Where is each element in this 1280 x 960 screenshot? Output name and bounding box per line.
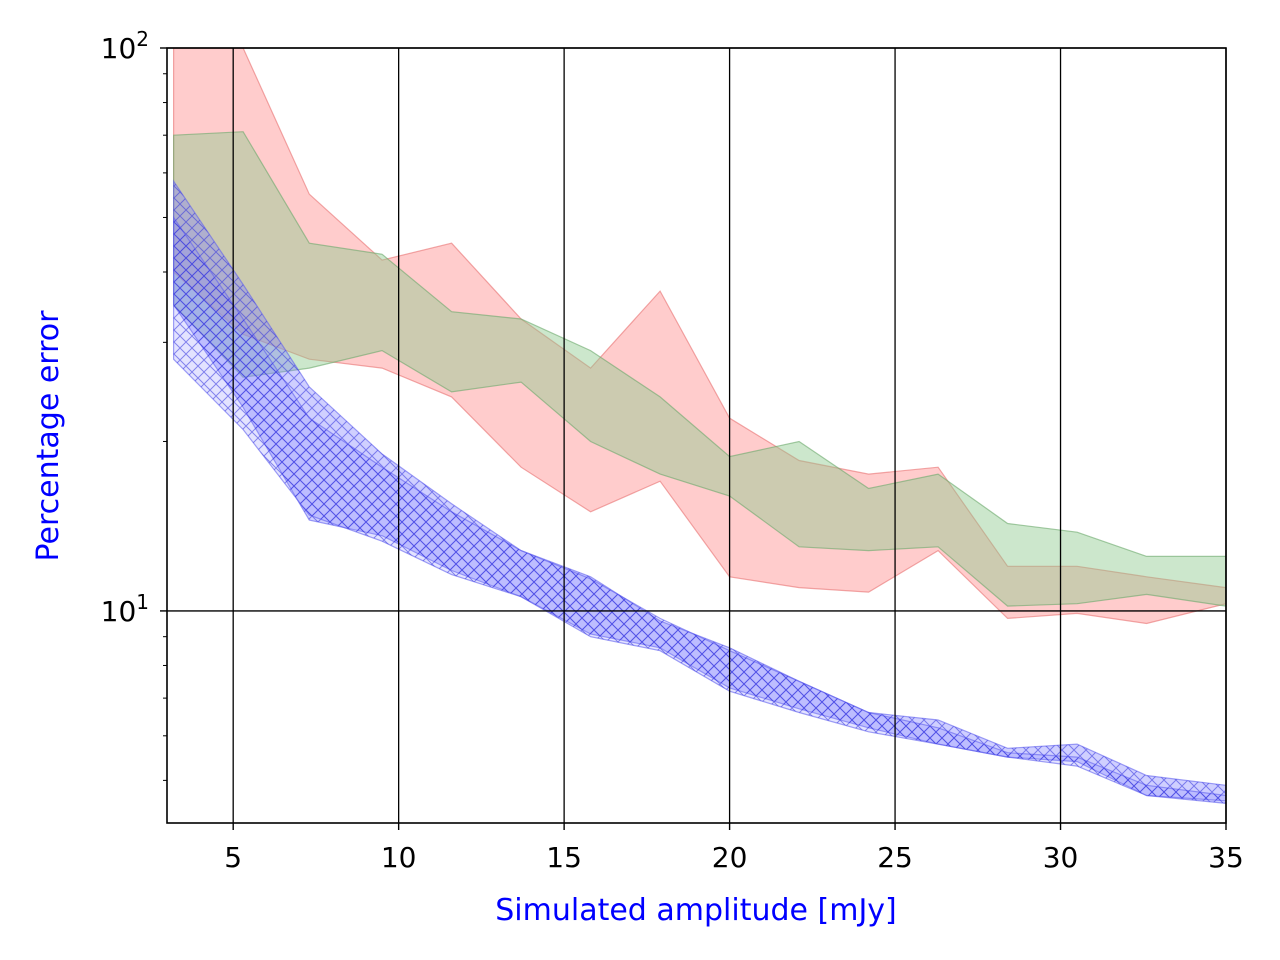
x-tick-label: 15 <box>546 841 582 874</box>
series-band-green-band <box>173 131 1226 607</box>
data-bands <box>173 48 1226 805</box>
x-axis-ticks: 5 10 15 20 25 30 35 <box>224 823 1244 874</box>
plot-frame <box>166 47 1227 824</box>
y-axis-ticks: 101 102 <box>101 27 167 781</box>
x-tick-label: 30 <box>1043 841 1079 874</box>
x-tick-label: 20 <box>712 841 748 874</box>
x-tick-label: 10 <box>381 841 417 874</box>
x-tick-label: 25 <box>877 841 913 874</box>
y-tick-label: 102 <box>101 27 149 65</box>
y-tick-label: 101 <box>101 590 149 628</box>
x-axis-label: Simulated amplitude [mJy] <box>495 893 897 928</box>
series-band-red-band <box>173 48 1226 625</box>
y-axis-label: Percentage error <box>31 310 66 562</box>
x-tick-label: 35 <box>1208 841 1244 874</box>
x-tick-label: 5 <box>224 841 242 874</box>
series-band-blue-band-2-hatch <box>173 217 1226 801</box>
